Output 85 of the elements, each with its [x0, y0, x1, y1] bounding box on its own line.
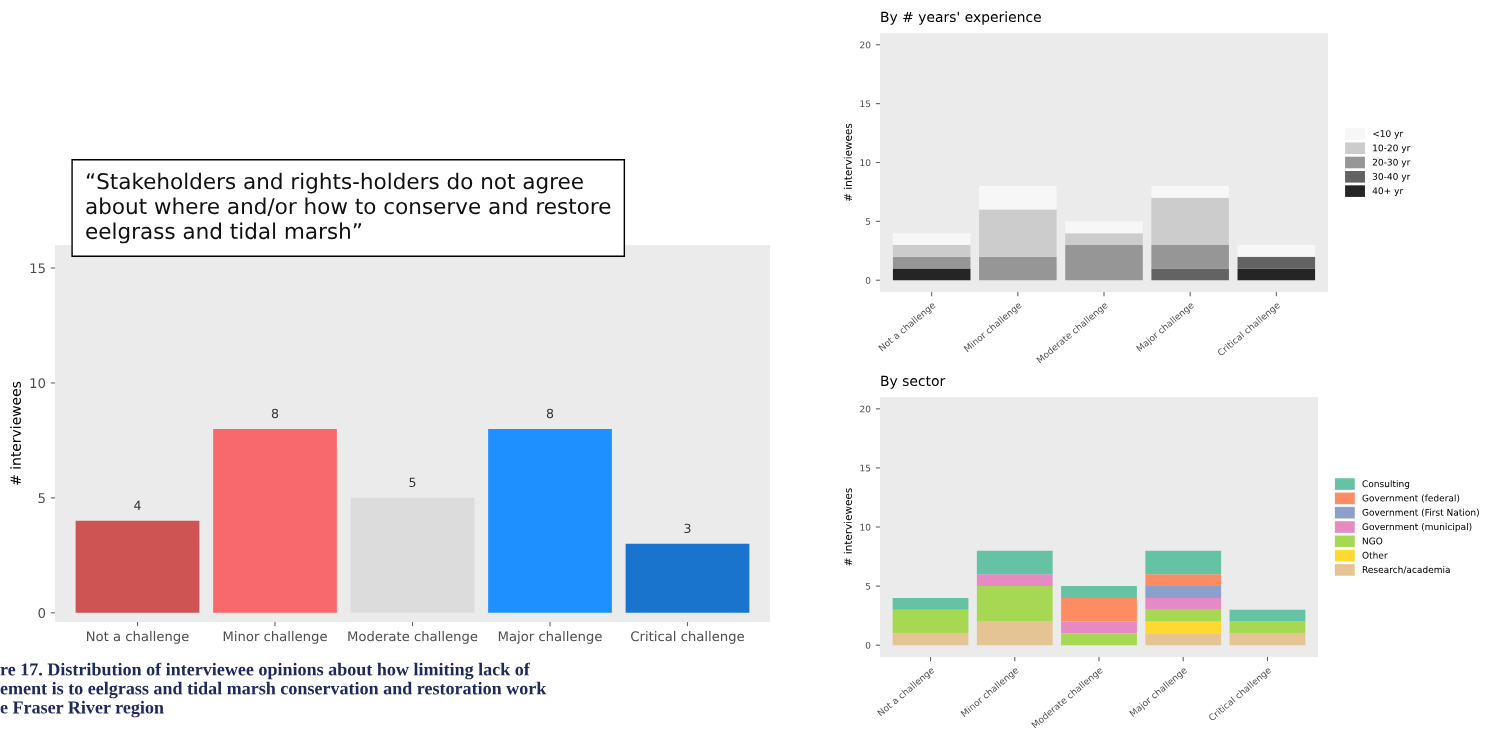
bar	[1151, 186, 1229, 198]
y-tick-label: 5	[38, 493, 45, 504]
x-tick-label: Not a challenge	[87, 631, 189, 644]
y-tick-label: 0	[38, 608, 46, 619]
data-label: 8	[546, 408, 554, 419]
y-tick-label: 10	[860, 159, 871, 167]
data-label: 5	[409, 477, 416, 488]
bar	[1237, 268, 1316, 281]
bar	[1145, 550, 1222, 575]
text: re 17. Distribution of interviewee opinions about how limiting lack of ement is to eelgrass and tidal marsh conservation and restoration work e Fraser River region	[0, 662, 547, 718]
bar	[625, 543, 750, 613]
bar	[976, 574, 1053, 587]
bar	[1065, 221, 1143, 234]
bar	[1151, 197, 1229, 245]
legend-label: 20-30 yr	[1372, 158, 1411, 168]
bar	[1145, 633, 1222, 646]
legend-label: Government (municipal)	[1362, 523, 1472, 532]
y-tick-label: 15	[860, 464, 871, 472]
legend-label: 40+ yr	[1372, 187, 1404, 196]
bar	[892, 609, 969, 634]
bar	[1061, 621, 1137, 634]
text: “Stakeholders and rights-holders do not agree about where and/or how to conserve and restore eelgrass and tidal marsh”	[86, 172, 611, 244]
legend-label: 30-40 yr	[1372, 173, 1411, 182]
legend-label: Consulting	[1362, 480, 1410, 489]
x-tick-label: Major challenge	[498, 631, 602, 644]
x-tick-label: Critical challenge	[631, 631, 744, 644]
legend-label: Government (federal)	[1362, 494, 1460, 503]
bar	[1229, 633, 1306, 646]
y-tick-label: 5	[865, 582, 871, 590]
bar	[892, 233, 971, 245]
legend-label: 10-20 yr	[1373, 144, 1411, 154]
y-tick-label: 20	[860, 405, 871, 413]
legend-label: NGO	[1362, 537, 1383, 545]
y-tick-label: 10	[30, 378, 46, 389]
bar	[488, 428, 612, 613]
y-tick-label: 0	[865, 641, 871, 649]
bar	[892, 256, 971, 269]
legend-label: <10 yr	[1373, 130, 1404, 139]
x-tick-label: Moderate challenge	[348, 631, 478, 644]
bar	[892, 244, 971, 257]
bar	[892, 597, 969, 610]
legend-label: Government (First Nation)	[1362, 508, 1479, 517]
chart-title: By # years' experience	[881, 11, 1041, 25]
bar	[979, 209, 1057, 257]
y-axis-title: # interviewees	[843, 123, 852, 201]
y-axis-title: # interviewees	[10, 381, 21, 485]
bar	[75, 520, 200, 613]
bar	[1145, 586, 1222, 598]
y-tick-label: 20	[860, 41, 871, 49]
bar	[1061, 597, 1137, 622]
bar	[1145, 597, 1222, 610]
bar	[979, 186, 1057, 210]
bar	[1237, 256, 1316, 269]
legend-label: Research/academia	[1362, 566, 1450, 574]
bar	[1145, 609, 1222, 622]
bar	[979, 256, 1057, 281]
bar	[1061, 633, 1137, 646]
bar	[1065, 244, 1143, 281]
bar	[1145, 574, 1222, 587]
y-axis-title: # interviewees	[843, 488, 852, 566]
y-tick-label: 5	[865, 218, 871, 225]
legend-label: Other	[1362, 551, 1388, 559]
bar	[976, 621, 1053, 646]
bar	[1145, 621, 1222, 634]
bar	[1237, 244, 1316, 257]
bar	[1065, 233, 1143, 245]
y-tick-label: 15	[30, 263, 45, 274]
bar	[213, 428, 337, 613]
y-tick-label: 10	[860, 523, 871, 531]
chart-title: By sector	[881, 375, 946, 389]
y-tick-label: 15	[860, 100, 871, 108]
data-label: 4	[134, 500, 141, 510]
bar	[1061, 586, 1137, 598]
data-label: 3	[684, 523, 691, 534]
bar	[1229, 621, 1306, 634]
bar	[1151, 268, 1229, 281]
data-label: 8	[271, 408, 279, 419]
y-tick-label: 0	[865, 276, 871, 284]
bar	[1151, 244, 1229, 269]
bar	[976, 550, 1053, 575]
bar	[892, 268, 971, 281]
bar	[1229, 609, 1306, 622]
bar	[892, 633, 969, 646]
bar	[976, 586, 1053, 622]
x-tick-label: Minor challenge	[223, 631, 327, 644]
